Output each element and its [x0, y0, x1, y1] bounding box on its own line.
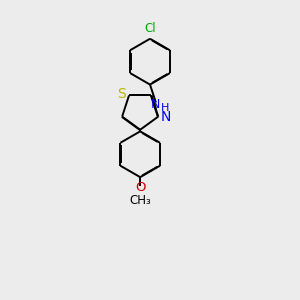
Text: O: O [135, 181, 146, 194]
Text: S: S [118, 87, 126, 101]
Text: N: N [151, 98, 160, 111]
Text: H: H [161, 103, 169, 113]
Text: CH₃: CH₃ [129, 194, 151, 207]
Text: Cl: Cl [144, 22, 156, 35]
Text: N: N [160, 110, 171, 124]
